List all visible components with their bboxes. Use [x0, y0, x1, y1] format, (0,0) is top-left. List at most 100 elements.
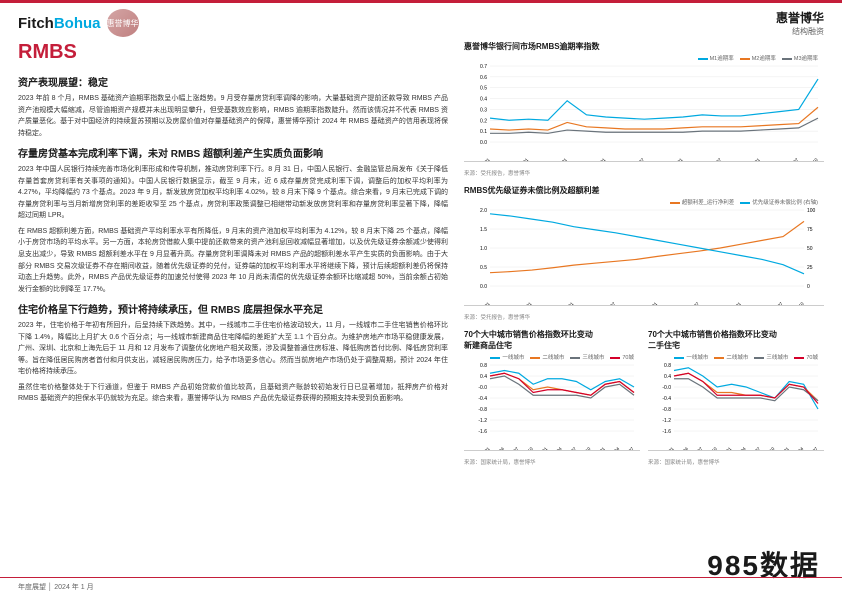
section-title-2: 住宅价格呈下行趋势，预计将持续承压，但 RMBS 底层担保水平充足: [18, 301, 448, 316]
left-column: RMBS 资产表现展望：稳定 2023 年前 8 个月，RMBS 基础资产逾期率…: [18, 41, 448, 474]
chart-3-title: 70个大中城市销售价格指数环比变动 新建商品住宅: [464, 329, 640, 351]
svg-text:0.5: 0.5: [480, 265, 487, 271]
svg-text:25: 25: [807, 265, 813, 271]
svg-text:2019/01: 2019/01: [476, 301, 491, 306]
section-para-0-0: 2023 年前 8 个月，RMBS 基础资产逾期率指数呈小幅上涨趋势。9 月受存…: [18, 93, 448, 139]
chart-4-title: 70个大中城市销售价格指数环比变动 二手住宅: [648, 329, 824, 351]
main-title: RMBS: [18, 41, 448, 64]
chart-2-canvas: 0.0 0.5 1.0 1.5 2.0 0 25 50 75 100 2019/01 2020/01 2…: [464, 206, 824, 306]
svg-text:0.8: 0.8: [480, 363, 487, 369]
footer: 年度展望 │ 2024 年 1 月: [0, 577, 842, 596]
svg-text:1.5: 1.5: [480, 227, 487, 233]
svg-text:100: 100: [807, 208, 816, 214]
chart-2-title: RMBS优先级证券未偿比例及超额利差: [464, 185, 824, 196]
svg-text:2022/07: 2022/07: [685, 301, 700, 306]
svg-text:2022/01: 2022/01: [717, 446, 732, 451]
header-right: 惠誉博华 结构融资: [776, 9, 824, 37]
svg-text:2.0: 2.0: [480, 208, 487, 214]
section-para-2-0: 2023 年，住宅价格于年初有所回升，后呈持续下跌趋势。其中，一线城市二手住宅价…: [18, 320, 448, 378]
svg-text:2021/01: 2021/01: [591, 157, 606, 162]
svg-text:2022/10: 2022/10: [760, 446, 775, 451]
svg-text:2020/01: 2020/01: [518, 301, 533, 306]
svg-text:2022/07: 2022/07: [707, 157, 722, 162]
svg-text:2023/07: 2023/07: [804, 446, 819, 451]
logo-seal-icon: 惠誉博华: [107, 9, 139, 37]
svg-text:-1.6: -1.6: [662, 429, 671, 435]
svg-text:0.3: 0.3: [480, 107, 487, 113]
svg-text:2023/01: 2023/01: [775, 446, 790, 451]
svg-text:0.7: 0.7: [480, 64, 487, 70]
logo: FitchBohua 惠誉博华: [18, 9, 139, 37]
svg-text:-0.8: -0.8: [478, 407, 487, 413]
svg-text:0.8: 0.8: [664, 363, 671, 369]
section-para-1-0: 2023 年中国人民银行持续完善市场化利率形成和传导机制，推动房贷利率下行。8 …: [18, 164, 448, 222]
svg-text:2022/04: 2022/04: [548, 446, 563, 451]
svg-text:2023/04: 2023/04: [605, 446, 620, 451]
header: FitchBohua 惠誉博华 惠誉博华 结构融资: [0, 3, 842, 41]
svg-text:2021/04: 2021/04: [674, 446, 689, 451]
chart-1-title: 惠誉博华银行间市场RMBS逾期率指数: [464, 41, 824, 52]
logo-bohua: Bohua: [54, 15, 101, 32]
header-company: 惠誉博华: [776, 9, 824, 26]
svg-text:2021/04: 2021/04: [490, 446, 505, 451]
header-subtitle: 结构融资: [776, 26, 824, 37]
svg-text:0.5: 0.5: [480, 86, 487, 92]
chart-1-source: 来源：受托报告，惠誉博华: [464, 169, 824, 177]
svg-text:0.4: 0.4: [664, 374, 671, 380]
chart-2: RMBS优先级证券未偿比例及超额利差 超额利差_运行净利差优先级证券未偿比例 (…: [464, 185, 824, 321]
chart-1-legend: M1逾期率M2逾期率M3逾期率: [464, 54, 824, 62]
svg-text:50: 50: [807, 246, 813, 252]
svg-text:-1.2: -1.2: [662, 418, 671, 424]
footer-left: 年度展望 │ 2024 年 1 月: [18, 582, 94, 592]
chart-4-legend: 一线城市二线城市三线城市70城: [648, 353, 824, 361]
svg-text:2021/10: 2021/10: [519, 446, 534, 451]
logo-fitch: Fitch: [18, 15, 54, 32]
chart-1-canvas: 0.00.10.20.30.40.50.60.72018/012019/0120…: [464, 62, 824, 162]
svg-text:2023/07: 2023/07: [769, 301, 784, 306]
svg-text:0.1: 0.1: [480, 129, 487, 135]
svg-text:2022/01: 2022/01: [669, 157, 684, 162]
svg-text:2023/04: 2023/04: [789, 446, 804, 451]
svg-text:2023/01: 2023/01: [746, 157, 761, 162]
chart-1: 惠誉博华银行间市场RMBS逾期率指数 M1逾期率M2逾期率M3逾期率 0.0 0.…: [464, 41, 824, 177]
svg-text:2022/07: 2022/07: [746, 446, 761, 451]
svg-text:2023/01: 2023/01: [727, 301, 742, 306]
svg-text:2021/07: 2021/07: [688, 446, 703, 451]
section-para-1-1: 在 RMBS 超额利差方面，RMBS 基础资产平均利率水平有所降低，9 月末的资…: [18, 226, 448, 295]
svg-text:2022/04: 2022/04: [732, 446, 747, 451]
svg-text:-1.6: -1.6: [478, 429, 487, 435]
svg-text:0.4: 0.4: [480, 374, 487, 380]
svg-text:2021/07: 2021/07: [504, 446, 519, 451]
svg-text:2023/07: 2023/07: [620, 446, 635, 451]
svg-text:2021/10: 2021/10: [703, 446, 718, 451]
chart-4-canvas: -1.6-1.2-0.8-0.4-0.00.40.82021/012021/04…: [648, 361, 824, 451]
svg-text:2018/01: 2018/01: [476, 157, 491, 162]
chart-4-source: 来源：国家统计局，惠誉博华: [648, 458, 824, 466]
svg-text:2019/01: 2019/01: [514, 157, 529, 162]
svg-text:0.2: 0.2: [480, 118, 487, 124]
chart-2-legend: 超额利差_运行净利差优先级证券未偿比例 (右轴): [464, 198, 824, 206]
svg-text:2022/07: 2022/07: [562, 446, 577, 451]
svg-text:-1.2: -1.2: [478, 418, 487, 424]
svg-text:2021/07: 2021/07: [601, 301, 616, 306]
svg-text:1.0: 1.0: [480, 246, 487, 252]
svg-text:-0.4: -0.4: [662, 396, 671, 402]
section-title-1: 存量房贷基本完成利率下调，未对 RMBS 超额利差产生实质负面影响: [18, 145, 448, 160]
svg-text:0: 0: [807, 284, 810, 290]
svg-text:2022/01: 2022/01: [643, 301, 658, 306]
svg-text:2021/01: 2021/01: [660, 446, 675, 451]
svg-text:2022/10: 2022/10: [576, 446, 591, 451]
svg-text:2021/01: 2021/01: [559, 301, 574, 306]
svg-text:2021/01: 2021/01: [476, 446, 491, 451]
svg-text:0.4: 0.4: [480, 97, 487, 103]
section-para-2-1: 虽然住宅价格整体处于下行通道，但鉴于 RMBS 产品初始贷款价值比较高，且基础资…: [18, 382, 448, 405]
svg-text:2023/01: 2023/01: [591, 446, 606, 451]
svg-text:75: 75: [807, 227, 813, 233]
svg-text:0.0: 0.0: [480, 284, 487, 290]
chart-3-canvas: -1.6-1.2-0.8-0.4-0.00.40.82021/012021/04…: [464, 361, 640, 451]
svg-text:-0.8: -0.8: [662, 407, 671, 413]
svg-text:0.0: 0.0: [480, 140, 487, 146]
svg-text:2022/01: 2022/01: [533, 446, 548, 451]
svg-text:-0.0: -0.0: [478, 385, 487, 391]
chart-4: 70个大中城市销售价格指数环比变动 二手住宅 一线城市二线城市三线城市70城 -…: [648, 329, 824, 466]
